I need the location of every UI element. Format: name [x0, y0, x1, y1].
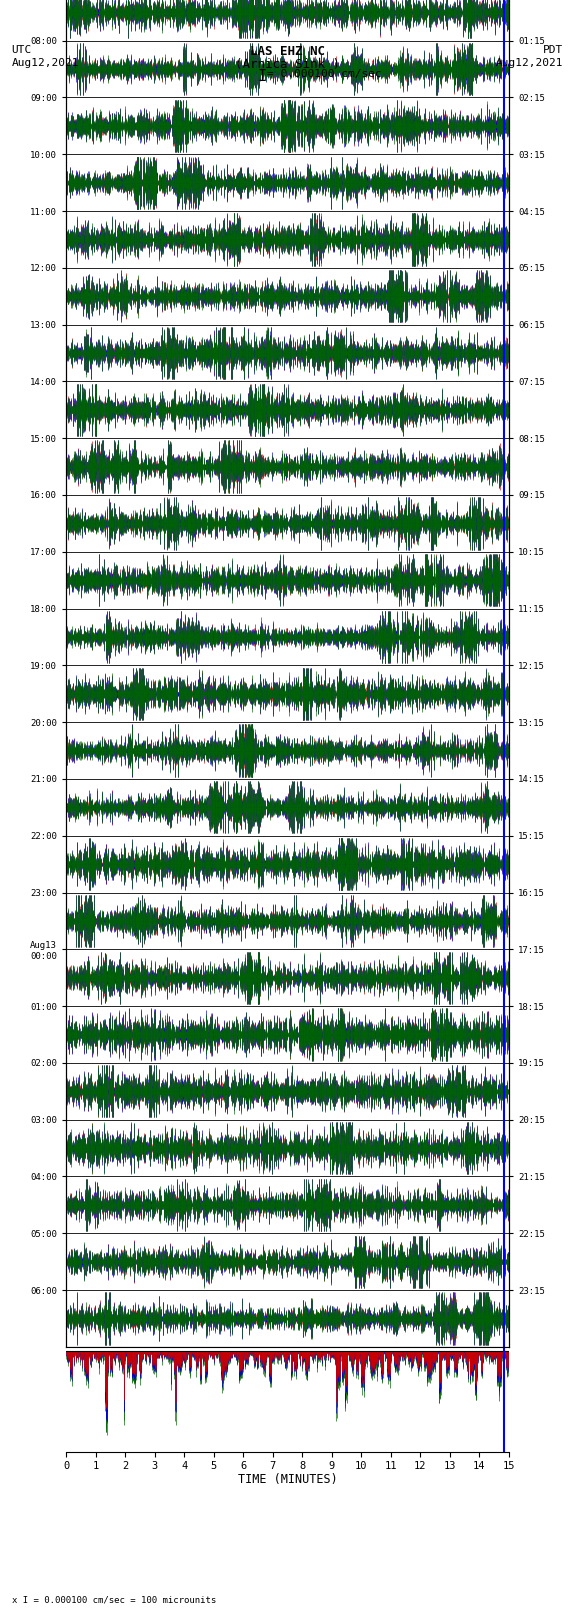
- Text: (Arnica Sink ): (Arnica Sink ): [235, 58, 340, 71]
- Text: PDT: PDT: [543, 45, 564, 55]
- X-axis label: TIME (MINUTES): TIME (MINUTES): [237, 1473, 338, 1486]
- Text: x I = 0.000100 cm/sec = 100 microunits: x I = 0.000100 cm/sec = 100 microunits: [12, 1595, 216, 1605]
- Text: I: I: [257, 69, 266, 84]
- Text: LAS EHZ NC: LAS EHZ NC: [250, 45, 325, 58]
- Text: UTC: UTC: [12, 45, 32, 55]
- Text: Aug12,2021: Aug12,2021: [12, 58, 79, 68]
- Text: = 0.000100 cm/sec: = 0.000100 cm/sec: [267, 69, 382, 79]
- Text: Aug12,2021: Aug12,2021: [496, 58, 564, 68]
